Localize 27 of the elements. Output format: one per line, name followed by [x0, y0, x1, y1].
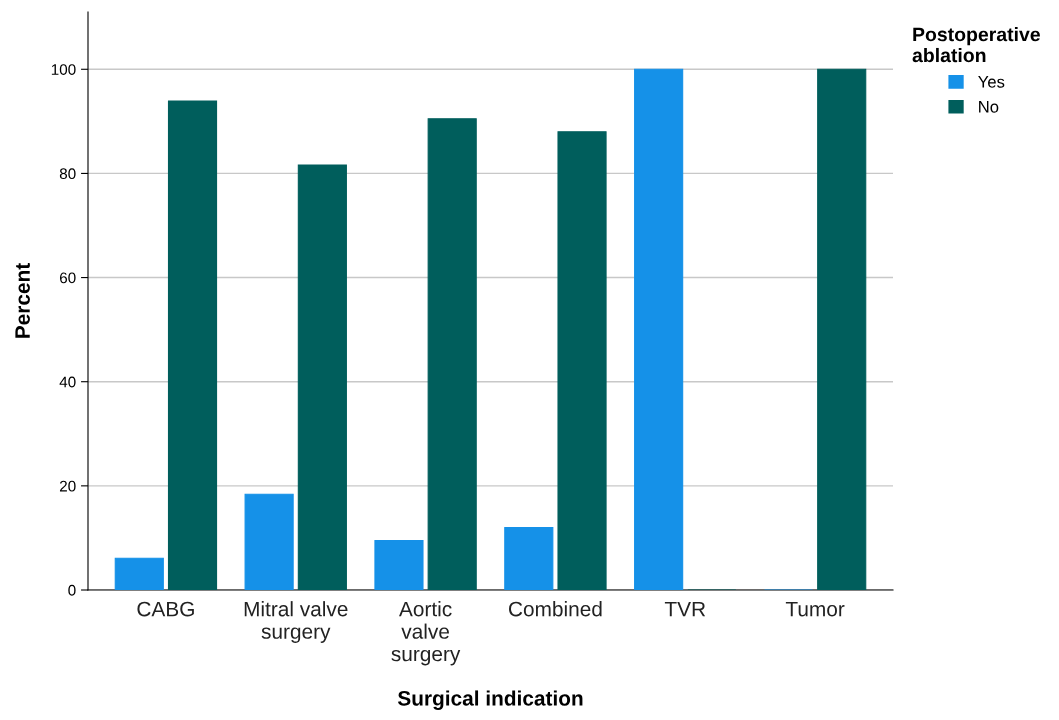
bar [634, 68, 684, 590]
y-tick-label: 100 [51, 64, 76, 75]
x-tick-label: Combined [509, 601, 602, 617]
y-tick-label: 40 [59, 376, 76, 388]
bar [504, 526, 554, 590]
y-tick-label: 80 [59, 168, 76, 180]
bar [427, 118, 477, 590]
y-tick-label: 60 [59, 272, 76, 284]
x-tick-label: Tumor [785, 601, 845, 617]
y-tick-label: 20 [59, 480, 76, 492]
bar [374, 539, 424, 590]
y-axis-title: Percent [15, 263, 30, 338]
bar [167, 100, 218, 590]
x-axis-title: Surgical indication [397, 690, 583, 710]
x-tick-label: Aortic valve surgery [391, 601, 461, 666]
bar [114, 557, 164, 590]
legend-label: No [979, 101, 999, 113]
bar [557, 131, 607, 590]
bar [817, 68, 867, 590]
legend-label: Yes [978, 76, 1005, 88]
bar [244, 493, 294, 590]
x-tick-label: CABG [137, 601, 194, 617]
y-tick-label: 0 [68, 584, 76, 596]
bar [297, 164, 347, 590]
legend-title: Postoperative ablation [912, 27, 1040, 63]
x-tick-label: Mitral valve surgery [244, 601, 348, 643]
x-tick-label: TVR [664, 601, 706, 617]
